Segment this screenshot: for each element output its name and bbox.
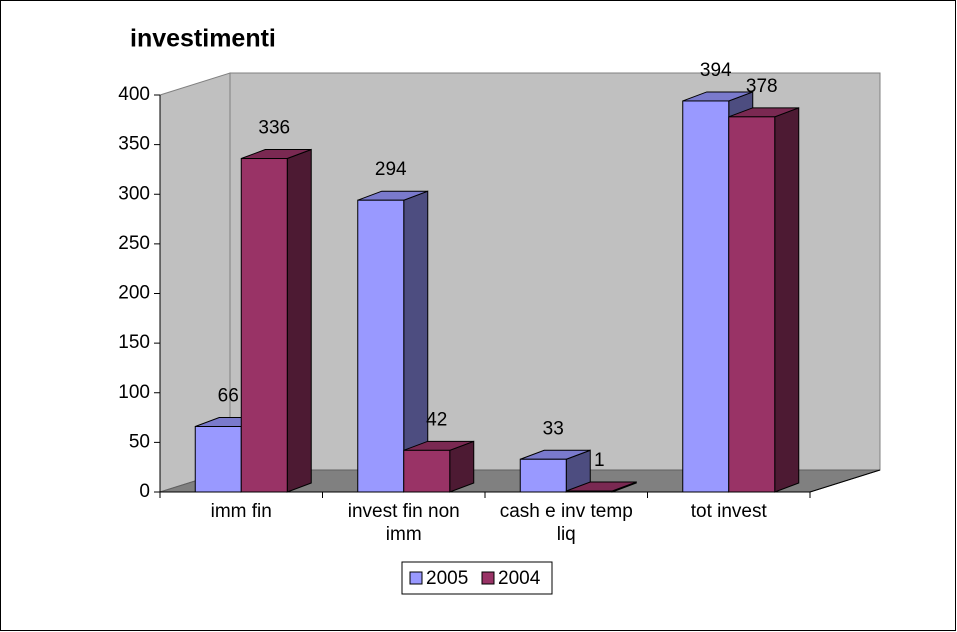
x-tick-label-box: invest fin non imm xyxy=(347,501,460,545)
bar-front xyxy=(403,449,451,493)
floor-edge xyxy=(809,469,881,493)
y-tick-label: 200 xyxy=(118,283,150,304)
x-tick-label: invest fin non imm xyxy=(347,501,460,545)
legend-swatch xyxy=(409,571,423,585)
legend-box xyxy=(401,561,553,595)
y-tick-label: 100 xyxy=(118,382,150,403)
x-tick-label-box: tot invest xyxy=(690,501,767,522)
legend-label: 2005 xyxy=(426,568,468,589)
x-tick-label: tot invest xyxy=(690,501,767,522)
bar-side xyxy=(774,107,800,493)
y-tick-label: 400 xyxy=(118,84,150,105)
x-tick-label-box: imm fin xyxy=(210,501,272,522)
y-tick-label: 350 xyxy=(118,134,150,155)
bar xyxy=(565,481,637,493)
bar xyxy=(403,440,475,493)
bar-front xyxy=(357,199,405,493)
data-label: 1 xyxy=(594,450,605,471)
bar xyxy=(240,148,312,493)
y-tick-label: 150 xyxy=(118,332,150,353)
data-label: 42 xyxy=(426,409,447,430)
bar xyxy=(728,107,800,493)
x-tick-label-box: cash e inv temp liq xyxy=(499,501,633,545)
legend-swatch xyxy=(481,571,495,585)
bar-front xyxy=(728,116,776,493)
x-tick-label: cash e inv temp liq xyxy=(499,501,633,545)
bar-front xyxy=(682,100,730,493)
data-label: 336 xyxy=(258,118,290,139)
bar-front xyxy=(519,458,567,493)
data-label: 394 xyxy=(700,60,732,81)
bar-front xyxy=(194,425,242,493)
bar xyxy=(519,449,591,493)
x-tick-label: imm fin xyxy=(210,501,272,522)
data-label: 294 xyxy=(375,159,407,180)
bar-side xyxy=(286,148,312,493)
data-label: 378 xyxy=(746,76,778,97)
chart-title: investimenti xyxy=(130,25,276,53)
bar xyxy=(357,190,429,493)
bar-front xyxy=(240,158,288,493)
data-label: 66 xyxy=(218,386,239,407)
data-label: 33 xyxy=(543,418,564,439)
y-tick-label: 300 xyxy=(118,183,150,204)
legend-label: 2004 xyxy=(498,568,541,589)
bar-front xyxy=(565,490,613,493)
y-tick-label: 0 xyxy=(139,481,150,502)
y-tick-label: 50 xyxy=(129,431,150,452)
y-tick-label: 250 xyxy=(118,233,150,254)
